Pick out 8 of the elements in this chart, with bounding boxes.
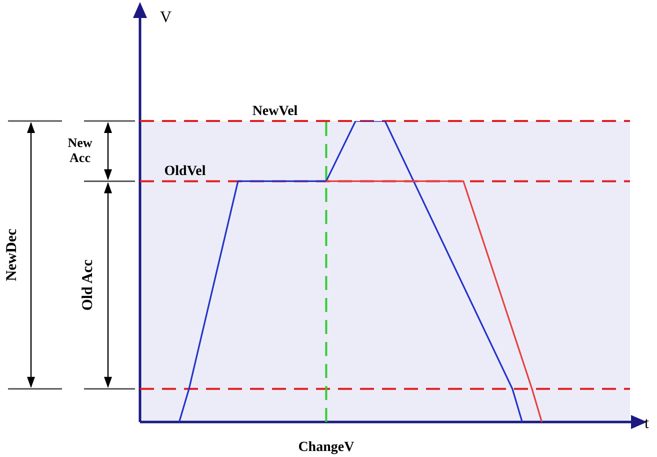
text: t bbox=[644, 415, 650, 432]
ref-line-label: OldVel bbox=[164, 164, 206, 180]
text: V bbox=[160, 9, 172, 26]
text: New Acc bbox=[68, 135, 93, 166]
text: ChangeV bbox=[298, 440, 354, 455]
text: NewDec bbox=[4, 228, 20, 282]
text: Old Acc bbox=[80, 259, 96, 311]
ref-line-label: NewVel bbox=[252, 104, 298, 119]
